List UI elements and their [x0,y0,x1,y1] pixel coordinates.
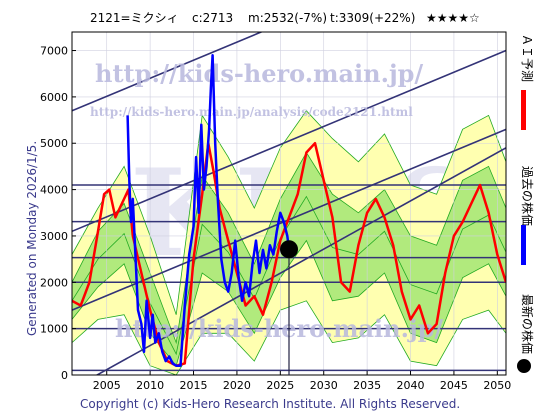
trend-line-2 [72,49,506,233]
series-lines [72,53,506,367]
x-tick-label-2045: 2045 [440,379,468,392]
header-long-target: t:3309(+22%) [330,11,415,25]
legend-latest-dot [517,359,531,373]
x-tick-label-2040: 2040 [397,379,425,392]
x-tick-label-2050: 2050 [483,379,511,392]
x-tick-label-2015: 2015 [180,379,208,392]
copyright-footer: Copyright (c) Kids-Hero Research Institu… [80,397,460,411]
past-price-line [126,53,291,367]
y-tick-label-0: 0 [61,369,68,382]
plot-area: KIDS http://kids-hero.main.jp/ http://ki… [40,31,511,392]
legend-forecast-swatch [521,90,526,130]
y-tick-label-5000: 5000 [40,137,68,150]
legend-past-swatch [521,225,526,265]
axes: 2005 2010 2015 2020 2025 2030 2035 2040 2045 2050… [40,45,511,392]
generated-date-label: Generated on Monday 2026/1/5. [25,141,39,336]
header-code-name: 2121=ミクシィ [90,11,179,25]
y-tick-label-6000: 6000 [40,91,68,104]
legend-past-label: 過去の株価 [520,166,535,226]
y-tick-label-7000: 7000 [40,45,68,58]
watermark-url-small: http://kids-hero.main.jp/analysis/code21… [90,105,413,119]
legend-latest-label: 最新の株価 [520,294,535,354]
x-tick-label-2025: 2025 [266,379,294,392]
x-tick-label-2035: 2035 [353,379,381,392]
latest-marker [280,240,298,375]
trend-line-3 [72,32,264,112]
forecast-line [72,141,506,367]
x-tick-label-2030: 2030 [310,379,338,392]
x-tick-label-2010: 2010 [136,379,164,392]
watermark-url-large: http://kids-hero.main.jp/ [95,59,423,88]
header-rating-stars: ★★★★☆ [426,11,480,25]
header-current-price: c:2713 [192,11,233,25]
watermark-url-lower: http://kids-hero.main.jp/ [115,314,443,343]
header-medium-target: m:2532(-7%) [248,11,327,25]
chart-header: 2121=ミクシィ c:2713 m:2532(-7%) t:3309(+22%… [90,11,480,25]
legend: ＡＩ予測 過去の株価 最新の株価 [517,34,535,373]
y-tick-label-1000: 1000 [40,323,68,336]
band-line-3 [72,151,506,345]
y-tick-label-3000: 3000 [40,230,68,243]
x-tick-label-2020: 2020 [223,379,251,392]
y-tick-label-4000: 4000 [40,184,68,197]
band-line-0 [72,300,506,375]
y-tick-label-2000: 2000 [40,276,68,289]
x-tick-label-2005: 2005 [93,379,121,392]
latest-price-dot [280,240,298,259]
legend-forecast-label: ＡＩ予測 [520,34,534,82]
